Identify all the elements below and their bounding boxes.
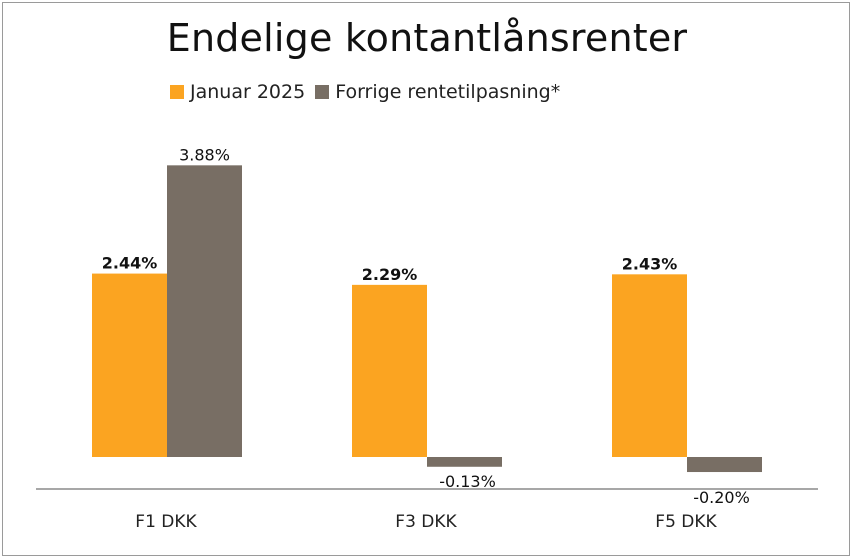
- data-label-series-2-f1-dkk: 3.88%: [179, 145, 230, 164]
- legend-label-series-2: Forrige rentetilpasning*: [335, 81, 561, 103]
- x-tick-label-f3-dkk: F3 DKK: [395, 512, 457, 532]
- legend-swatch-series-1: [170, 85, 184, 99]
- legend-item-series-2: Forrige rentetilpasning*: [315, 81, 560, 103]
- bar-series-2-f5-dkk: [687, 457, 762, 473]
- data-label-series-1-f3-dkk: 2.29%: [362, 265, 418, 284]
- bar-series-2-f3-dkk: [427, 457, 502, 467]
- x-tick-label-f5-dkk: F5 DKK: [655, 512, 717, 532]
- x-tick-label-f1-dkk: F1 DKK: [135, 512, 197, 532]
- legend-item-series-1: Januar 2025: [170, 81, 305, 103]
- legend: Januar 2025 Forrige rentetilpasning*: [170, 80, 570, 104]
- data-label-series-2-f5-dkk: -0.20%: [693, 488, 750, 507]
- bar-series-1-f5-dkk: [612, 274, 687, 457]
- bar-series-2-f1-dkk: [167, 165, 242, 457]
- chart-title: Endelige kontantlånsrenter: [166, 16, 688, 60]
- data-label-series-1-f5-dkk: 2.43%: [622, 254, 678, 273]
- bar-series-1-f3-dkk: [352, 284, 427, 457]
- legend-swatch-series-2: [315, 85, 330, 99]
- bar-series-1-f1-dkk: [92, 273, 167, 457]
- data-label-series-1-f1-dkk: 2.44%: [102, 254, 158, 273]
- legend-label-series-1: Januar 2025: [190, 81, 306, 103]
- data-label-series-2-f3-dkk: -0.13%: [439, 472, 496, 491]
